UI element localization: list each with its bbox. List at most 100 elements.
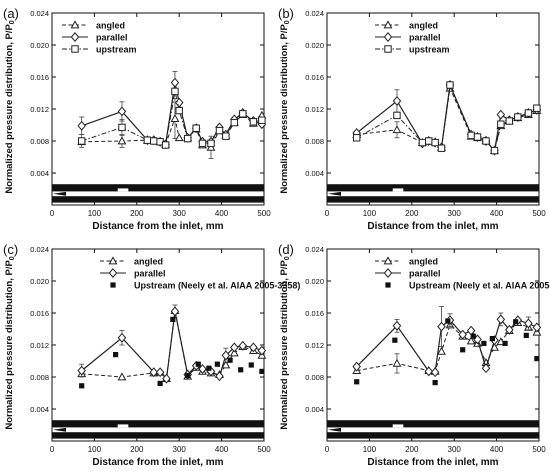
x-tick-label: 400 — [490, 445, 504, 454]
panel-label: (c) — [3, 242, 18, 257]
square-marker — [150, 137, 158, 145]
triangle-marker — [108, 256, 118, 265]
diamond-marker — [392, 96, 402, 106]
x-tick-label: 500 — [257, 445, 271, 454]
y-tick-label: 0.016 — [305, 73, 324, 82]
square-marker — [490, 146, 499, 155]
y-tick-label: 0.012 — [30, 105, 49, 114]
filled-square-marker — [432, 380, 438, 386]
y-tick-label: 0.024 — [30, 245, 49, 254]
filled-square-marker — [513, 319, 519, 325]
x-tick-label: 400 — [215, 445, 229, 454]
channel-schematic — [52, 420, 264, 439]
triangle-marker — [117, 372, 127, 381]
filled-square-marker — [445, 318, 451, 324]
series-2 — [354, 318, 540, 386]
legend-label: Upstream (Neely et al. AIAA 2005-3358) — [409, 281, 550, 291]
y-tick-label: 0.012 — [305, 341, 324, 350]
y-tick-label: 0.024 — [305, 245, 324, 254]
legend-label: angled — [409, 257, 438, 267]
y-tick-label: 0.004 — [30, 405, 49, 414]
x-tick-label: 300 — [448, 445, 462, 454]
x-tick-label: 0 — [325, 445, 330, 454]
diamond-marker — [392, 320, 402, 331]
y-axis-label-subscript: 0 — [9, 256, 16, 260]
y-tick-label: 0.020 — [305, 277, 324, 286]
x-tick-label: 300 — [448, 209, 462, 218]
diamond-marker — [249, 342, 258, 353]
filled-square-marker — [460, 347, 466, 353]
diamond-marker — [383, 32, 393, 42]
cavity-notch — [117, 424, 129, 428]
diamond-marker — [437, 321, 446, 332]
y-axis-label: Normalized pressure distribution, P/P0 — [279, 20, 291, 193]
y-tick-label: 0.020 — [30, 41, 49, 50]
diamond-marker — [155, 367, 165, 378]
triangle-marker — [466, 336, 476, 345]
chart-panel-c: (c)Normalized pressure distribution, P/P… — [3, 242, 300, 468]
square-marker — [431, 138, 439, 147]
channel-wall-lower — [52, 432, 264, 439]
legend-label: parallel — [409, 33, 441, 43]
diamond-marker — [524, 318, 533, 329]
channel-wall-lower — [327, 432, 539, 439]
square-marker — [239, 110, 247, 118]
series-1 — [77, 71, 267, 150]
inlet-arrow — [53, 191, 66, 196]
square-marker — [393, 111, 401, 120]
diamond-marker — [238, 340, 248, 351]
filled-square-marker — [502, 340, 508, 346]
filled-square-marker — [79, 383, 85, 389]
cavity-notch — [392, 188, 404, 192]
square-marker — [171, 87, 179, 96]
cavity-notch — [117, 188, 129, 192]
y-tick-label: 0.004 — [305, 169, 324, 178]
chart-panel-b: (b)Normalized pressure distribution, P/P… — [278, 6, 546, 232]
x-tick-label: 0 — [50, 445, 55, 454]
y-axis-label-subscript: 0 — [284, 256, 291, 260]
filled-square-marker — [227, 357, 233, 363]
y-tick-label: 0.012 — [305, 105, 324, 114]
diamond-marker — [77, 120, 86, 131]
triangle-marker — [221, 360, 231, 369]
channel-schematic — [327, 184, 539, 203]
diamond-marker — [170, 77, 180, 88]
diamond-marker — [174, 97, 184, 108]
diamond-marker — [458, 329, 467, 340]
square-marker — [249, 118, 258, 126]
square-marker — [473, 133, 482, 141]
square-marker — [222, 132, 230, 140]
channel-wall-upper — [327, 420, 539, 428]
diamond-marker — [257, 345, 267, 356]
square-marker — [143, 136, 152, 144]
cavity-notch — [392, 424, 404, 428]
diamond-marker — [170, 306, 180, 317]
y-tick-label: 0.020 — [305, 41, 324, 50]
square-marker — [230, 118, 239, 127]
y-tick-label: 0.016 — [30, 309, 49, 318]
x-tick-label: 200 — [405, 445, 419, 454]
triangle-marker — [170, 113, 180, 122]
inlet-arrow — [328, 191, 341, 196]
y-tick-label: 0.004 — [305, 405, 324, 414]
y-axis-label-subscript: 0 — [9, 20, 16, 24]
series-2 — [352, 81, 541, 155]
legend-label: Upstream (Neely et al. AIAA 2005-3358) — [134, 281, 300, 291]
diamond-marker — [430, 367, 440, 378]
legend-label: angled — [409, 21, 438, 31]
filled-square-marker — [110, 282, 116, 288]
legend-label: parallel — [134, 269, 166, 279]
triangle-marker — [383, 256, 393, 265]
x-tick-label: 400 — [215, 209, 229, 218]
channel-schematic — [52, 184, 264, 203]
diamond-marker — [221, 350, 231, 361]
square-marker — [71, 45, 79, 53]
square-marker — [258, 116, 266, 124]
chart-panel-a: (a)Normalized pressure distribution, P/P… — [3, 6, 271, 232]
x-tick-label: 500 — [532, 209, 546, 218]
y-tick-label: 0.008 — [30, 373, 49, 382]
y-tick-label: 0.012 — [30, 341, 49, 350]
y-tick-label: 0.016 — [30, 73, 49, 82]
x-tick-label: 100 — [88, 209, 102, 218]
diamond-marker — [505, 324, 514, 335]
